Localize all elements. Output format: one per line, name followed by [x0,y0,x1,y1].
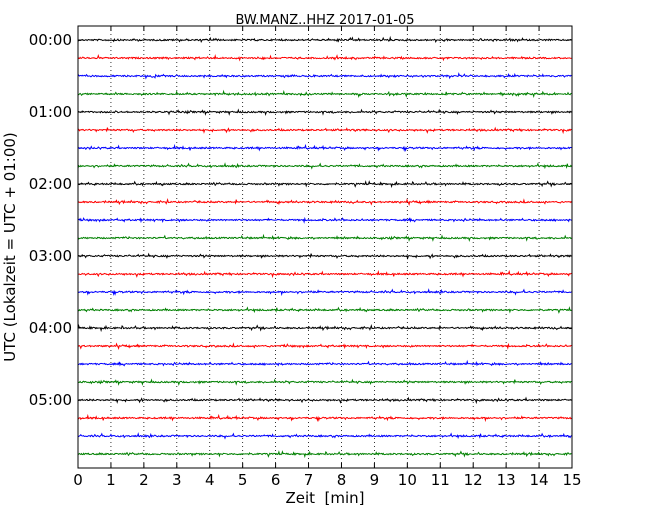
x-tick-label: 6 [271,471,281,489]
trace-line [77,342,572,351]
trace-line [77,288,572,297]
x-tick-label: 3 [172,471,182,489]
x-tick-label: 5 [238,471,248,489]
trace-line [77,197,572,207]
y-tick-label: 02:00 [29,175,72,193]
x-tick-label: 9 [370,471,380,489]
x-tick-label: 15 [562,471,581,489]
x-tick-label: 12 [464,471,483,489]
x-tick-label: 1 [106,471,116,489]
x-tick-label: 14 [530,471,549,489]
trace-line [77,180,572,189]
x-axis-label: Zeit [min] [285,489,364,507]
trace-line [77,396,572,405]
x-tick-label: 4 [205,471,215,489]
trace-line [77,72,572,80]
trace-line [77,450,572,459]
x-tick-label: 13 [497,471,516,489]
y-tick-label: 03:00 [29,247,72,265]
y-tick-label: 05:00 [29,391,72,409]
plot-frame [77,25,573,469]
trace-line [77,53,572,62]
y-axis-label: UTC (Lokalzeit = UTC + 01:00) [1,132,19,362]
y-tick-label: 00:00 [29,31,72,49]
trace-line [77,126,572,135]
chart-title: BW.MANZ..HHZ 2017-01-05 [235,13,414,28]
x-tick-label: 0 [73,471,83,489]
x-tick-label: 7 [304,471,314,489]
vertical-gridlines [110,26,540,468]
trace-line [77,108,572,117]
trace-line [77,216,572,224]
trace-line [77,162,572,170]
trace-line [77,306,572,314]
trace-line [77,413,572,423]
trace-line [77,89,572,99]
trace-line [77,323,572,333]
trace-line [77,378,572,387]
trace-line [77,432,572,440]
x-tick-label: 2 [139,471,149,489]
trace-line [77,269,572,279]
trace-line [77,359,572,367]
trace-line [77,252,572,260]
y-tick-label: 04:00 [29,319,72,337]
x-axis-ticks: 0 1 2 3 4 5 6 7 8 9 10 11 12 13 14 15 [73,26,582,489]
x-tick-label: 11 [431,471,450,489]
trace-line [77,35,572,43]
trace-group [77,35,572,459]
y-tick-label: 01:00 [29,103,72,121]
trace-line [77,143,572,152]
trace-line [77,233,572,243]
x-tick-label: 10 [398,471,417,489]
x-tick-label: 8 [337,471,347,489]
y-axis-ticks: 00:00 01:00 02:00 03:00 04:00 05:00 [29,31,572,409]
